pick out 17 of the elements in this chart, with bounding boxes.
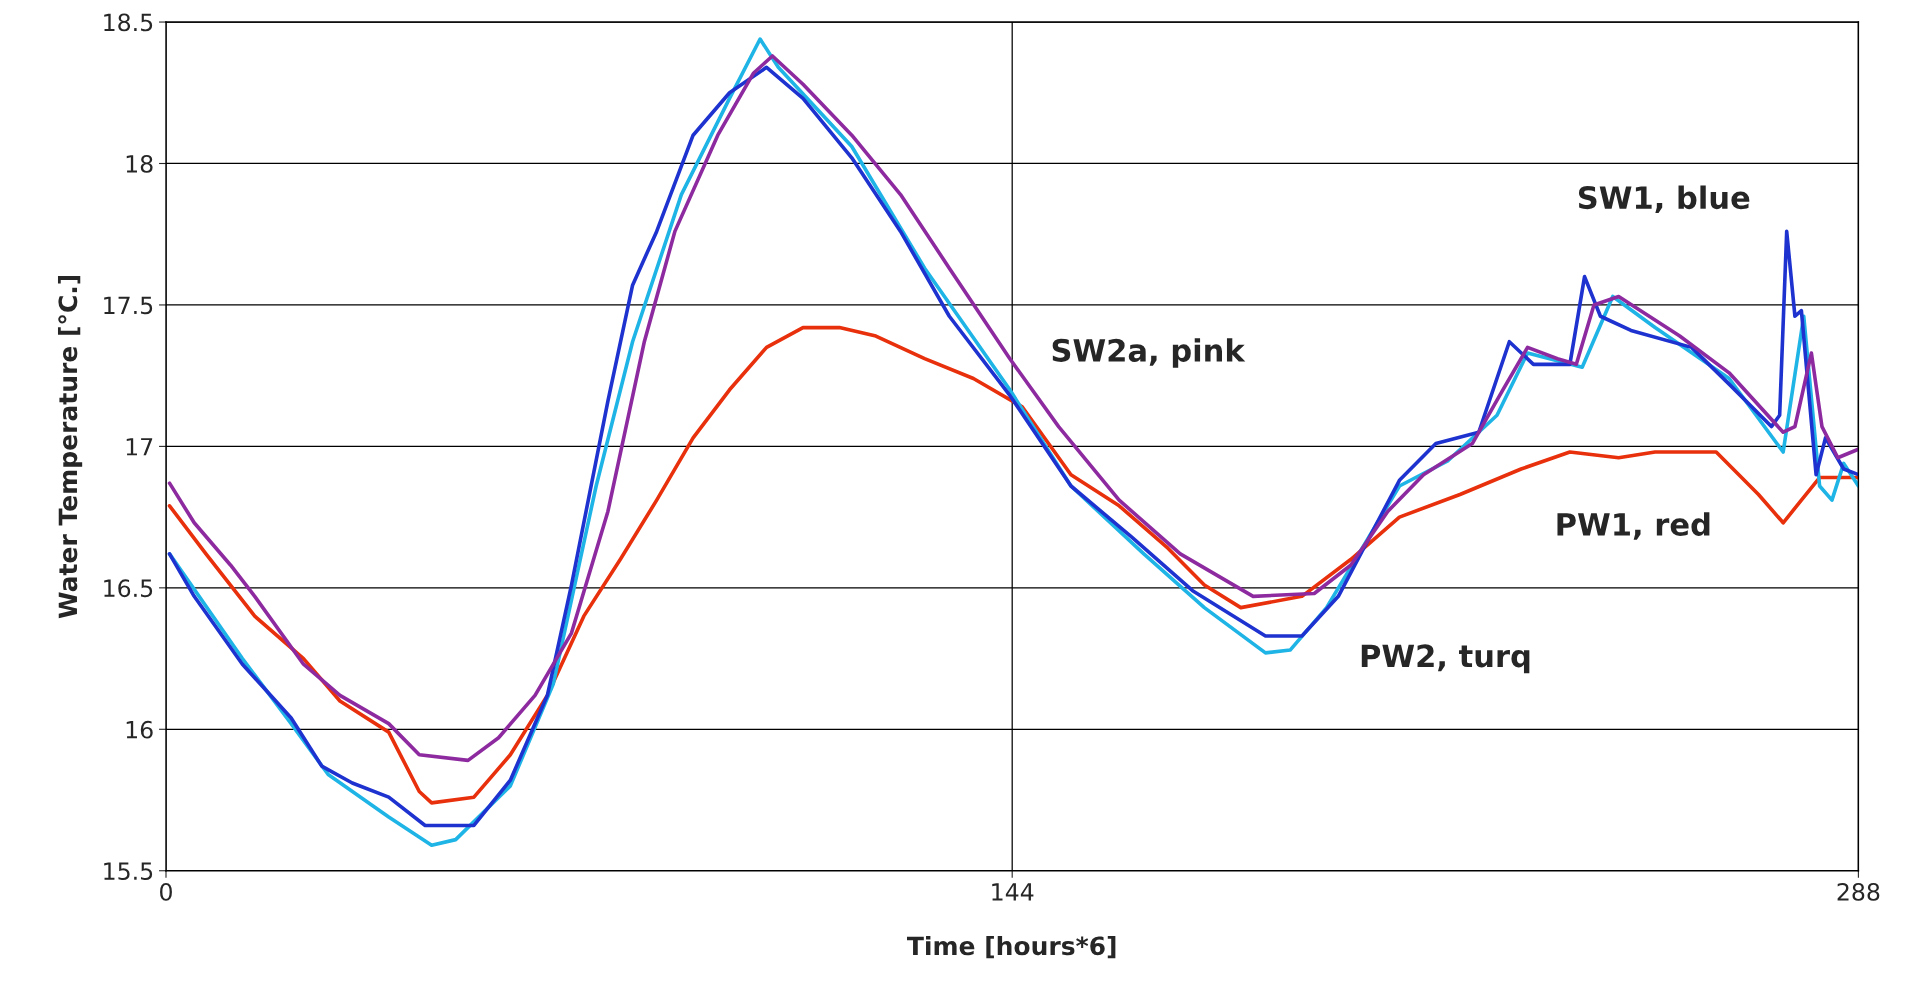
y-tick-label: 18 [126,154,153,173]
x-tick-label: 0 [160,882,172,901]
x-tick-label: 288 [1837,882,1880,901]
y-tick-label: 18.5 [104,13,153,32]
x-axis-title: Time [hours*6] [907,935,1116,959]
annotation: PW2, turq [1361,644,1530,674]
annotation: PW1, red [1557,512,1710,540]
y-tick-label: 15.5 [104,862,153,881]
y-tick-label: 17 [126,438,153,456]
y-tick-label: 16 [126,720,153,739]
y-tick-label: 16.5 [104,579,153,598]
line-series [167,325,1859,805]
annotation: SW1, blue [1578,185,1750,214]
y-axis-title: Water Temperature [°C.] [57,275,83,619]
y-tick-label: 17.5 [104,296,153,315]
annotation: SW2a, pink [1052,338,1246,368]
x-tick-label: 144 [992,883,1034,901]
